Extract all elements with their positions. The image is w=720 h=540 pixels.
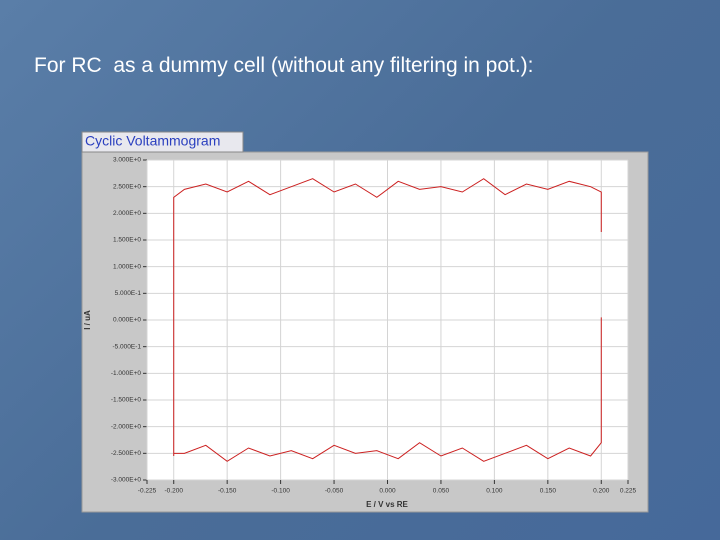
x-tick-label: -0.100 — [271, 488, 290, 495]
x-tick-label: 0.150 — [540, 488, 557, 495]
chart-title: Cyclic Voltammogram — [85, 133, 220, 149]
x-tick-label: 0.225 — [620, 488, 637, 495]
y-tick-label: -2.000E+0 — [111, 423, 142, 430]
y-tick-label: 2.500E+0 — [113, 183, 141, 190]
y-tick-label: -1.500E+0 — [111, 397, 142, 404]
y-tick-label: 3.000E+0 — [113, 157, 141, 164]
x-tick-label: -0.050 — [325, 488, 344, 495]
y-axis-label: I / uA — [83, 310, 92, 330]
y-tick-label: -1.000E+0 — [111, 370, 142, 377]
x-tick-label: -0.200 — [165, 488, 184, 495]
x-tick-label: 0.100 — [486, 488, 503, 495]
y-tick-label: -2.500E+0 — [111, 450, 142, 457]
x-tick-label: -0.150 — [218, 488, 237, 495]
y-tick-label: 2.000E+0 — [113, 210, 141, 217]
y-tick-label: -5.000E-1 — [112, 343, 141, 350]
cv-line — [173, 178, 602, 462]
x-tick-label: 0.050 — [433, 488, 450, 495]
slide-heading: For RC as a dummy cell (without any filt… — [34, 54, 534, 77]
x-tick-label: -0.225 — [138, 488, 157, 495]
x-tick-label: 0.000 — [379, 488, 396, 495]
x-tick-label: 0.200 — [593, 488, 610, 495]
x-axis-label: E / V vs RE — [366, 500, 408, 509]
y-tick-label: 5.000E-1 — [115, 290, 142, 297]
title-box — [81, 131, 244, 153]
y-tick-label: 1.000E+0 — [113, 263, 141, 270]
y-tick-label: 1.500E+0 — [113, 237, 141, 244]
y-tick-label: -3.000E+0 — [111, 477, 142, 484]
y-tick-label: 0.000E+0 — [113, 317, 141, 324]
